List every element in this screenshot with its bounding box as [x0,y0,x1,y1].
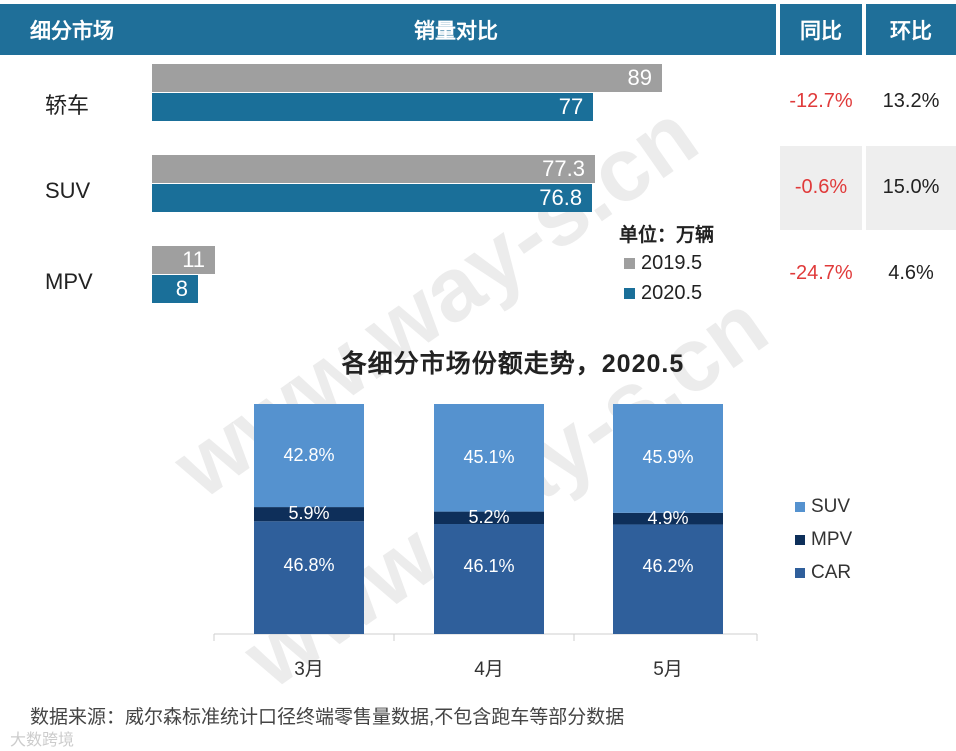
legend-2019: 2019.5 [624,252,702,275]
bar-car-2019: 89 [152,64,662,92]
stack-label-mpv: 4.9% [647,507,689,528]
stack-label-car: 46.2% [642,556,694,577]
header-sales-compare: 销量对比 [414,19,498,43]
table-header: 细分市场 销量对比 [0,4,776,55]
bar-label: 11 [182,247,206,272]
legend-swatch-2019 [624,258,635,269]
stack-segment-car [613,524,723,634]
row-label-car: 轿车 [45,93,90,118]
legend-suv: SUV [795,496,850,518]
bar-label: 77.3 [542,156,585,181]
watermark-2: www.way-s.cn [226,274,785,708]
yoy-suv: -0.6% [794,176,848,198]
yoy-mpv: -24.7% [789,262,853,284]
suv-shade-yoy [780,146,862,230]
legend-text-suv: SUV [811,496,851,517]
x-tick-may: 5月 [653,659,683,680]
legend-mpv: MPV [795,529,852,551]
stack-label-suv: 42.8% [283,444,335,465]
legend-swatch-suv [795,502,805,512]
legend-car: CAR [795,562,851,584]
brand-mark: 大数跨境 [10,732,75,749]
legend-swatch-car [795,568,805,578]
bar-mpv-2020: 8 [152,275,198,303]
chart2-title: 各细分市场份额走势，2020.5 [341,350,685,378]
x-tick-apr: 4月 [474,659,504,680]
bar-label: 8 [175,276,188,301]
legend-swatch-mpv [795,535,805,545]
yoy-car: -12.7% [789,90,853,112]
mom-mpv: 4.6% [888,262,934,284]
source-note: 数据来源：威尔森标准统计口径终端零售量数据,不包含跑车等部分数据 [30,707,625,728]
stack-label-car: 46.8% [283,554,335,575]
bar-suv-2019: 77.3 [152,155,595,183]
legend-2020: 2020.5 [624,282,702,305]
stack-label-suv: 45.9% [642,447,694,468]
header-segment: 细分市场 [30,19,114,43]
bar-mpv-2019: 11 [152,246,216,274]
bar-label: 77 [558,94,584,119]
stack-segment-car [254,521,364,634]
legend-text-car: CAR [811,562,852,583]
bar-label: 76.8 [539,185,583,210]
header-yoy: 同比 [780,4,862,55]
stack-label-car: 46.1% [463,556,515,576]
mom-suv: 15.0% [882,176,940,198]
unit-label: 单位：万辆 [619,225,715,246]
legend-text-2019: 2019.5 [641,252,703,274]
suv-shade-mom [866,146,956,230]
mom-car: 13.2% [882,90,940,112]
legend-text-2020: 2020.5 [641,282,703,304]
stack-label-mpv: 5.9% [288,503,330,524]
row-label-suv: SUV [45,178,91,203]
bar-label: 89 [627,65,652,90]
legend-text-mpv: MPV [811,529,853,550]
row-label-mpv: MPV [45,269,93,294]
legend-swatch-2020 [624,288,635,299]
x-tick-mar: 3月 [294,659,324,680]
stack-label-mpv: 5.2% [468,506,510,527]
stack-segment-car [434,524,544,634]
bar-suv-2020: 76.8 [152,184,593,212]
bar-car-2020: 77 [152,93,594,121]
stack-label-suv: 45.1% [463,446,515,467]
header-mom: 环比 [866,4,956,55]
